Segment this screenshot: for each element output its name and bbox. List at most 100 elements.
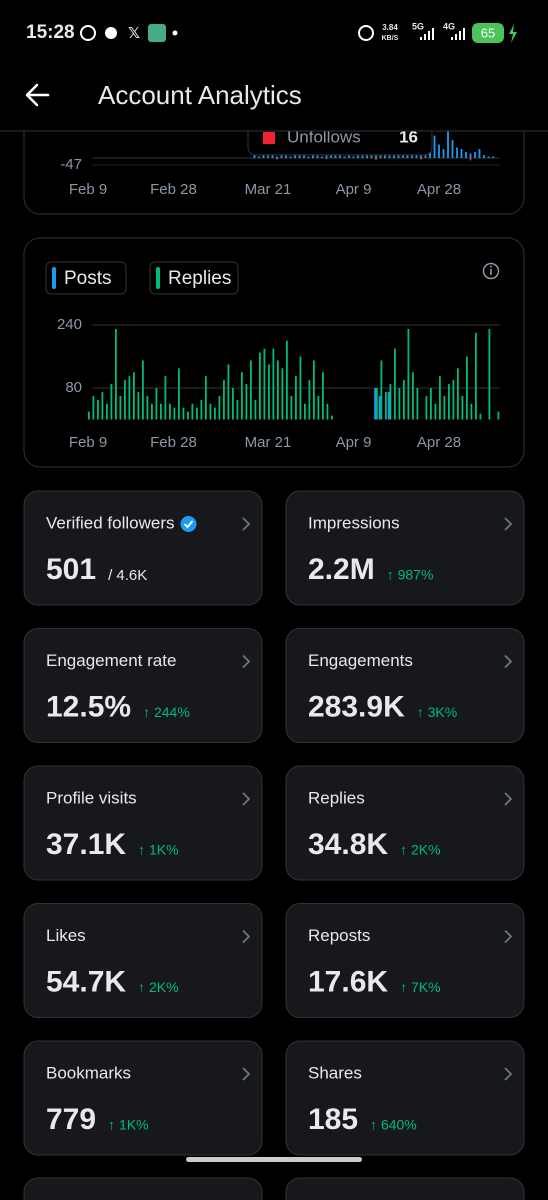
card-background [285,765,525,881]
card-value: 17.6K [308,965,388,998]
bar [403,380,405,420]
x-tick-label: Apr 9 [336,181,372,198]
bar [280,153,283,158]
bar [407,328,410,420]
bar [250,360,252,420]
metric-card[interactable]: Shares 185 ↑ 640% [285,1040,525,1156]
back-button[interactable] [25,83,50,107]
bar [370,153,373,158]
card-title: Profile visits [46,788,137,807]
bar [374,387,376,420]
x-tick-label: Feb 28 [150,434,197,451]
bar [307,156,310,158]
bar [276,156,278,158]
y-tick-label: -47 [60,156,82,173]
bar [227,364,230,420]
card-value: 54.7K [46,965,126,998]
card-background [23,765,263,881]
verified-badge [180,516,197,532]
bar [182,407,185,420]
card-title: Impressions [308,513,400,532]
x-tick-label: Feb 9 [69,181,107,198]
bar [316,155,319,158]
bar [376,387,378,420]
card-background [285,903,525,1018]
metric-card[interactable]: Impressions 2.2M ↑ 987% [285,490,525,606]
bar [448,384,450,420]
bar [245,384,248,420]
legend-chip[interactable] [45,261,127,295]
bar [378,395,381,420]
bar [375,157,377,160]
bar [420,157,422,160]
bar [457,368,459,420]
bar [164,376,167,420]
legend-chip[interactable] [149,261,239,295]
bar [398,387,401,420]
bar [497,411,500,420]
bar [263,348,266,420]
bar [272,348,275,420]
card-value: 12.5% [46,690,131,723]
metric-card[interactable]: Reposts 17.6K ↑ 7K% [285,903,525,1018]
bar [357,155,359,158]
bar [271,155,274,158]
chart: 80 240 Feb 9 Feb 28 Mar 21 Apr 9 Apr 28 [57,316,500,451]
metric-card[interactable]: Likes 54.7K ↑ 2K% [23,903,263,1018]
bar [299,356,302,420]
bar [483,155,485,158]
bar [289,156,292,158]
bar [361,153,364,158]
card-title: Shares [308,1063,362,1082]
bar [451,140,454,158]
bar [187,411,189,420]
header-background [0,0,548,131]
bar [375,155,377,158]
metric-card[interactable]: Engagement rate 12.5% ↑ 244% [23,628,263,743]
x-tick-label: Mar 21 [245,181,292,198]
bar [196,407,198,420]
status-time: 15:28 [26,22,75,43]
card-value: 185 [308,1103,358,1136]
chevron [504,929,513,944]
metric-card[interactable]: Bookmarks 779 ↑ 1K% [23,1040,263,1156]
bar [151,403,153,420]
metric-card[interactable]: Replies 34.8K ↑ 2K% [285,765,525,881]
card-change: ↑ 244% [143,704,190,720]
bar [312,153,314,158]
bar [290,395,293,420]
bar [465,152,467,158]
x-tick-label: Feb 9 [69,434,107,451]
bar [430,387,432,420]
bar [298,155,301,158]
card-title: Likes [46,926,86,945]
metric-card[interactable]: Verified followers 501 / 4.6K [23,490,263,606]
bar [218,395,221,420]
info-icon[interactable] [482,262,500,280]
status-icon [105,27,117,39]
card-value: 283.9K [308,690,405,723]
status-icon [80,25,96,41]
bar [425,395,428,420]
bar [412,372,414,420]
bar [303,153,305,158]
card-change: ↑ 1K% [138,842,178,858]
bar [262,155,265,158]
metric-card[interactable]: Profile visits 37.1K ↑ 1K% [23,765,263,881]
bar [286,340,288,420]
card-partial [23,1177,263,1200]
card-change: ↑ 640% [370,1117,417,1133]
bar [460,149,463,158]
status-dot [172,30,178,36]
bar [115,328,117,420]
card-change: ↑ 3K% [417,704,457,720]
card-change: ↑ 987% [387,567,434,583]
bar [119,395,122,420]
bar [387,391,390,420]
chevron [504,654,513,669]
bar [88,411,90,420]
bar [92,395,95,420]
bar [385,391,387,420]
bar [443,395,446,420]
metric-card[interactable]: Engagements 283.9K ↑ 3K% [285,628,525,743]
